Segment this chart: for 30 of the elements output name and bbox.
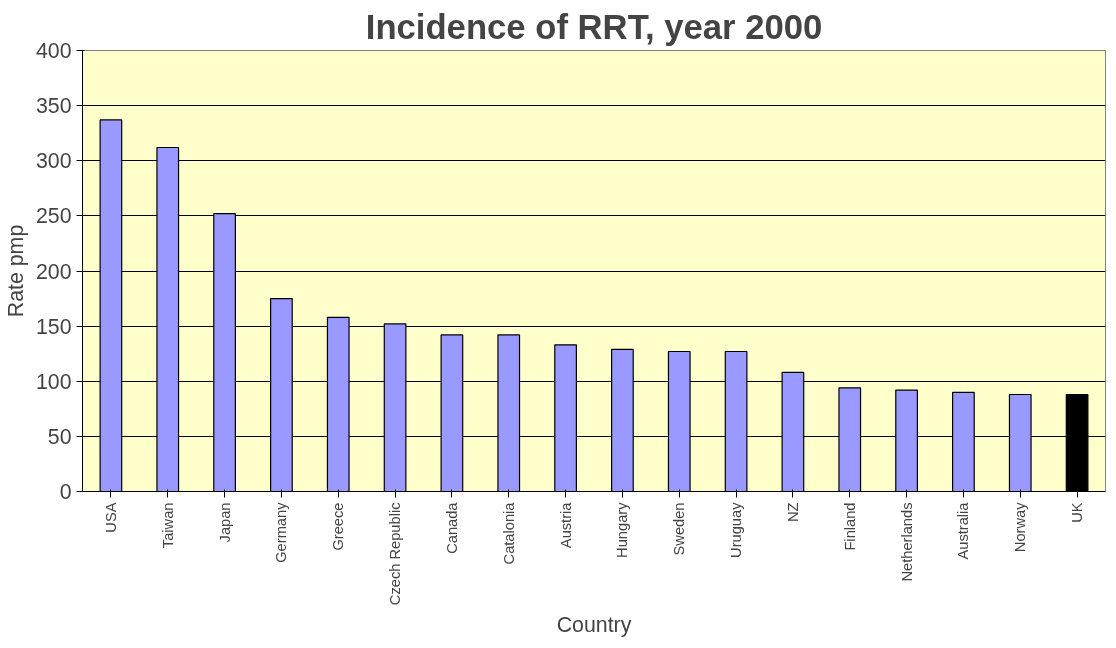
- x-axis-title: Country: [556, 613, 632, 638]
- y-axis-title: Rate pmp: [3, 224, 28, 318]
- x-tick-label: Norway: [1012, 501, 1029, 553]
- x-tick-label: Finland: [841, 502, 858, 551]
- chart-title: Incidence of RRT, year 2000: [365, 7, 823, 46]
- x-tick-label: USA: [102, 502, 119, 533]
- x-tick-label: Greece: [330, 502, 347, 551]
- x-tick-label: Canada: [443, 501, 460, 554]
- x-tick-label: Taiwan: [159, 502, 176, 549]
- x-tick-label: Netherlands: [898, 502, 915, 582]
- y-tick-label: 100: [35, 369, 72, 394]
- x-tick-label: Uruguay: [728, 501, 745, 558]
- y-tick-label: 150: [35, 314, 72, 339]
- x-tick-label: Austria: [557, 501, 574, 549]
- x-tick-label: Australia: [955, 501, 972, 560]
- y-tick-label: 350: [35, 94, 72, 119]
- y-tick-label: 300: [35, 149, 72, 174]
- x-tick-label: Catalonia: [500, 501, 517, 565]
- x-tick-label: UK: [1069, 502, 1086, 523]
- x-tick-label: Hungary: [614, 501, 631, 558]
- y-tick-label: 400: [35, 39, 72, 63]
- y-tick-label: 250: [35, 204, 72, 229]
- y-tick-label: 200: [35, 259, 72, 284]
- y-tick-label: 0: [59, 480, 72, 504]
- x-tick-label: Germany: [273, 501, 290, 563]
- x-tick-label: NZ: [784, 502, 801, 523]
- x-tick-label: Czech Republic: [387, 502, 404, 606]
- x-tick-label: Japan: [216, 502, 233, 543]
- x-tick-label: Sweden: [671, 502, 688, 556]
- y-tick-label: 50: [47, 424, 72, 449]
